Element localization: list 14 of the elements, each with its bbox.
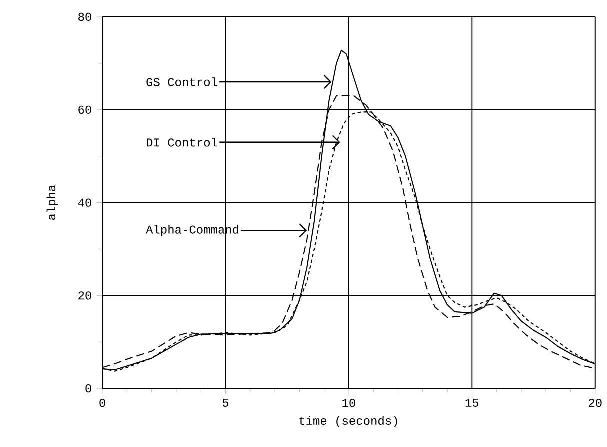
x-tick-label: 5 bbox=[222, 399, 229, 408]
x-tick-label: 0 bbox=[100, 399, 106, 408]
y-tick-label: 0 bbox=[86, 384, 92, 393]
y-tick-label: 20 bbox=[78, 292, 92, 300]
y-axis-title: alpha bbox=[46, 185, 58, 220]
y-tick-label: 40 bbox=[78, 198, 92, 208]
y-tick-label: 80 bbox=[78, 13, 92, 22]
annotation: GS Control bbox=[146, 78, 218, 87]
x-tick-label: 10 bbox=[342, 399, 356, 408]
x-tick-label: 15 bbox=[466, 399, 479, 408]
x-axis-title: time (seconds) bbox=[300, 416, 398, 428]
annotation: DI Control bbox=[146, 138, 218, 148]
y-tick-label: 60 bbox=[78, 106, 92, 114]
x-tick-label: 20 bbox=[589, 399, 602, 408]
